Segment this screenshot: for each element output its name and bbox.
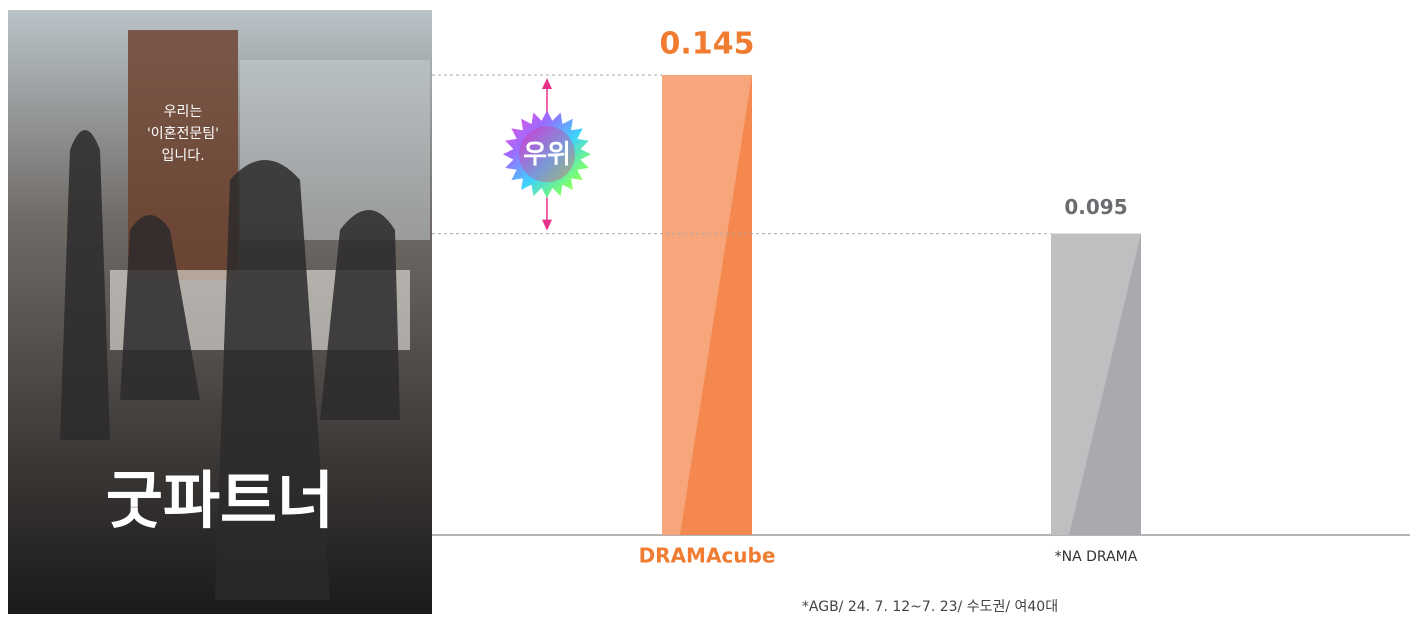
- value-label: 0.145: [660, 26, 755, 61]
- x-tick-label: *NA DRAMA: [1055, 549, 1138, 565]
- footnote: *AGB/ 24. 7. 12~7. 23/ 수도권/ 여40대: [802, 599, 1058, 615]
- arrow-head: [542, 78, 552, 89]
- poster-tagline: 우리는: [164, 104, 203, 120]
- poster-tagline: '이혼전문팀': [147, 126, 219, 142]
- x-tick-label: DRAMAcube: [639, 544, 776, 568]
- poster: 우리는 '이혼전문팀' 입니다. 굿파트너: [8, 10, 432, 614]
- page: 우리는 '이혼전문팀' 입니다. 굿파트너 *AGB/ 24. 7. 12~7.…: [0, 0, 1410, 620]
- arrow-head: [542, 220, 552, 231]
- value-label: 0.095: [1064, 195, 1127, 219]
- poster-tagline: 입니다.: [161, 148, 204, 164]
- annotation: 우위: [523, 140, 571, 170]
- poster-title: 굿파트너: [106, 464, 334, 537]
